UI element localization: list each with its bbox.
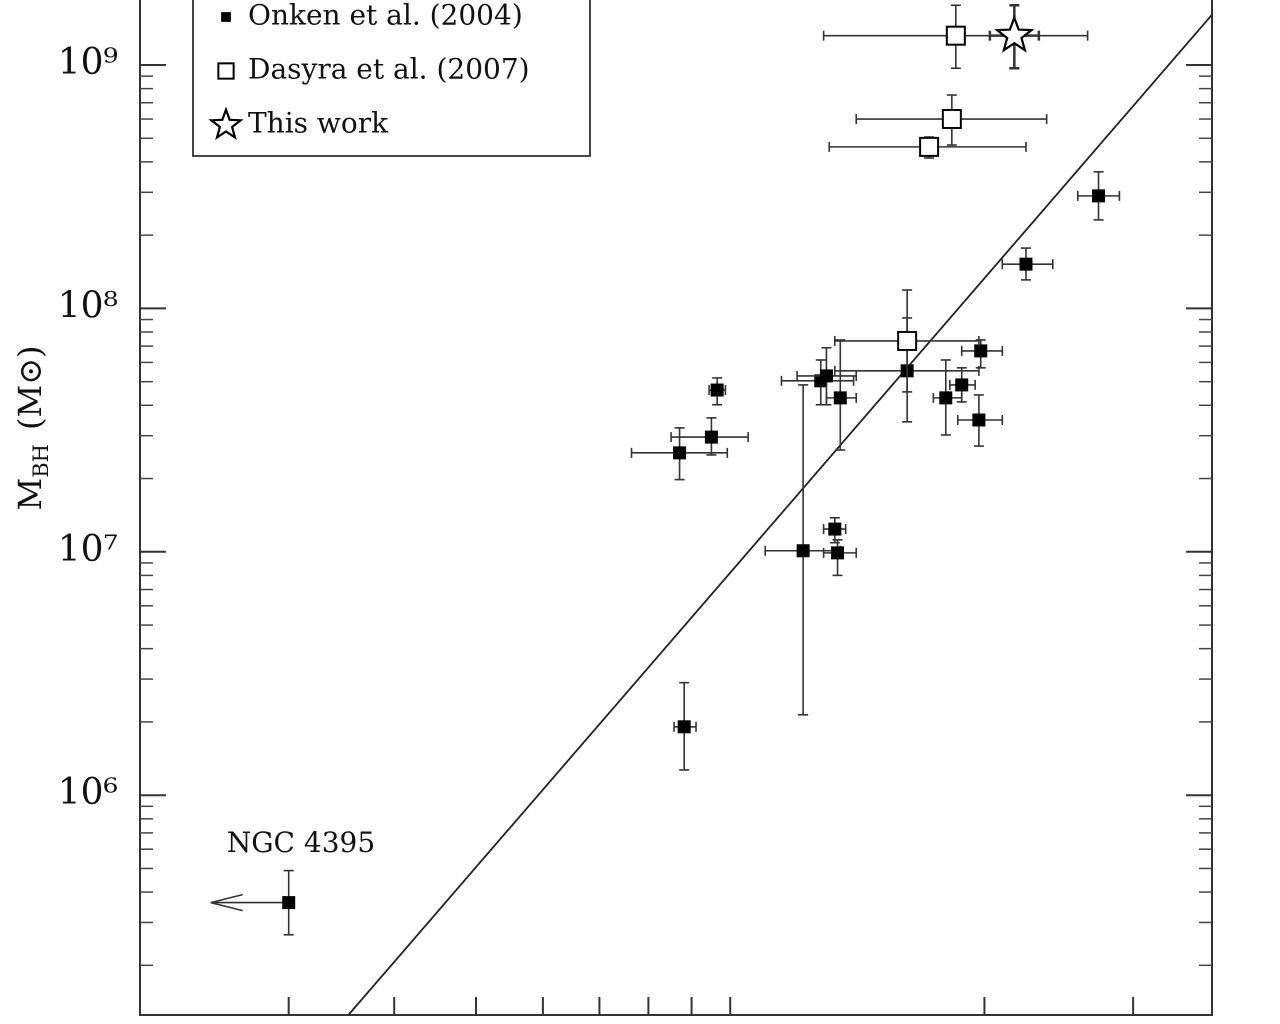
y-axis-label: MBH (M⊙) — [11, 345, 53, 510]
legend-label: Dasyra et al. (2007) — [248, 53, 530, 86]
y-label-sub: BH — [29, 444, 53, 478]
marker-filled-square — [1019, 257, 1033, 271]
y-tick-label: 10⁸ — [58, 285, 118, 326]
y-label-main: M — [11, 478, 49, 511]
marker-filled-square — [819, 369, 833, 383]
marker-filled-square — [955, 378, 969, 392]
marker-open-square — [919, 136, 940, 157]
y-tick-label: 10⁷ — [58, 529, 118, 570]
marker-filled-square — [939, 391, 953, 405]
marker-star — [208, 106, 244, 140]
annotation: NGC 4395 — [227, 826, 375, 859]
marker-filled-square — [221, 12, 231, 22]
legend-box — [192, 0, 591, 157]
marker-filled-square — [974, 344, 988, 358]
marker-filled-square — [677, 720, 691, 734]
marker-open-square — [897, 330, 918, 351]
marker-star — [994, 14, 1035, 53]
marker-filled-square — [828, 522, 842, 536]
relation-line — [347, 14, 1213, 1016]
marker-open-square — [941, 109, 962, 130]
marker-filled-square — [1092, 189, 1106, 203]
marker-filled-square — [704, 430, 718, 444]
legend-label: Onken et al. (2004) — [248, 0, 523, 32]
y-tick-label: 10⁶ — [58, 772, 118, 813]
marker-filled-square — [796, 544, 810, 558]
y-tick-label: 10⁹ — [58, 42, 118, 83]
marker-filled-square — [972, 413, 986, 427]
marker-filled-square — [833, 391, 847, 405]
legend-label: This work — [248, 107, 389, 140]
upper-limit-arrowhead — [210, 893, 243, 912]
marker-filled-square — [673, 446, 687, 460]
marker-filled-square — [282, 896, 296, 910]
axes-frame — [139, 0, 1213, 1016]
marker-filled-square — [831, 546, 845, 560]
marker-filled-square — [710, 383, 724, 397]
marker-open-square — [945, 25, 966, 46]
y-label-unit: (M⊙) — [11, 345, 49, 430]
y-axis-label-text: MBH (M⊙) — [11, 345, 53, 510]
marker-open-square — [217, 62, 235, 80]
